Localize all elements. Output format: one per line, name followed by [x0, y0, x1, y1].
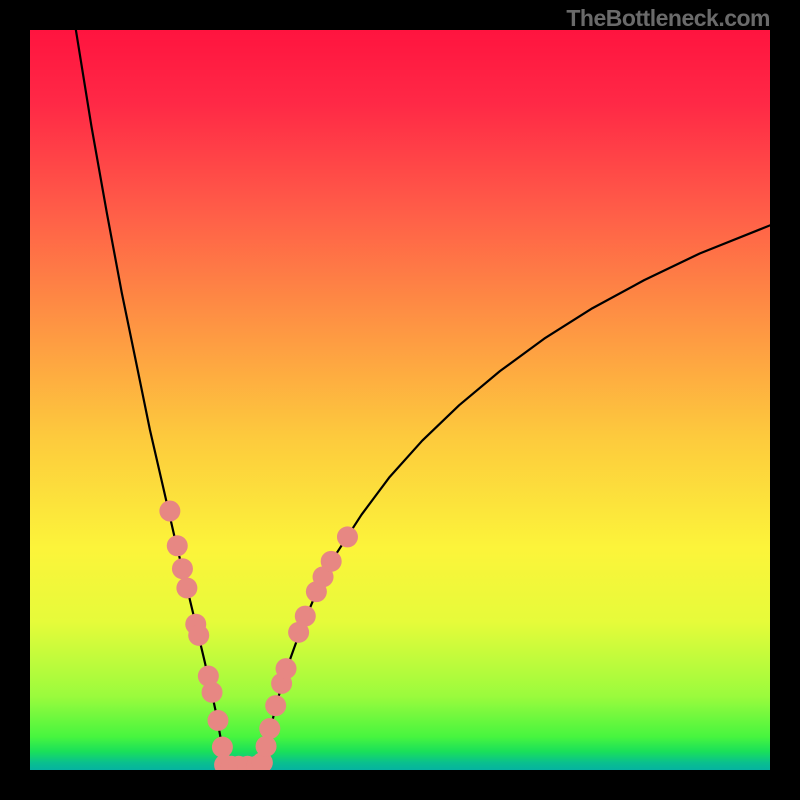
marker-dot	[259, 718, 280, 739]
plot-area	[30, 30, 770, 770]
marker-dot	[176, 577, 197, 598]
marker-dot	[295, 606, 316, 627]
marker-dot	[256, 736, 277, 757]
marker-dot	[172, 558, 193, 579]
marker-dot	[202, 682, 223, 703]
marker-dot	[207, 710, 228, 731]
chart-container: TheBottleneck.com	[0, 0, 800, 800]
marker-dot	[276, 658, 297, 679]
watermark-text: TheBottleneck.com	[566, 5, 770, 32]
marker-dot	[321, 551, 342, 572]
marker-dot	[159, 501, 180, 522]
marker-dot	[212, 737, 233, 758]
marker-dot	[337, 526, 358, 547]
marker-dot	[188, 625, 209, 646]
marker-dot	[265, 695, 286, 716]
marker-dot	[167, 535, 188, 556]
plot-svg	[30, 30, 770, 770]
